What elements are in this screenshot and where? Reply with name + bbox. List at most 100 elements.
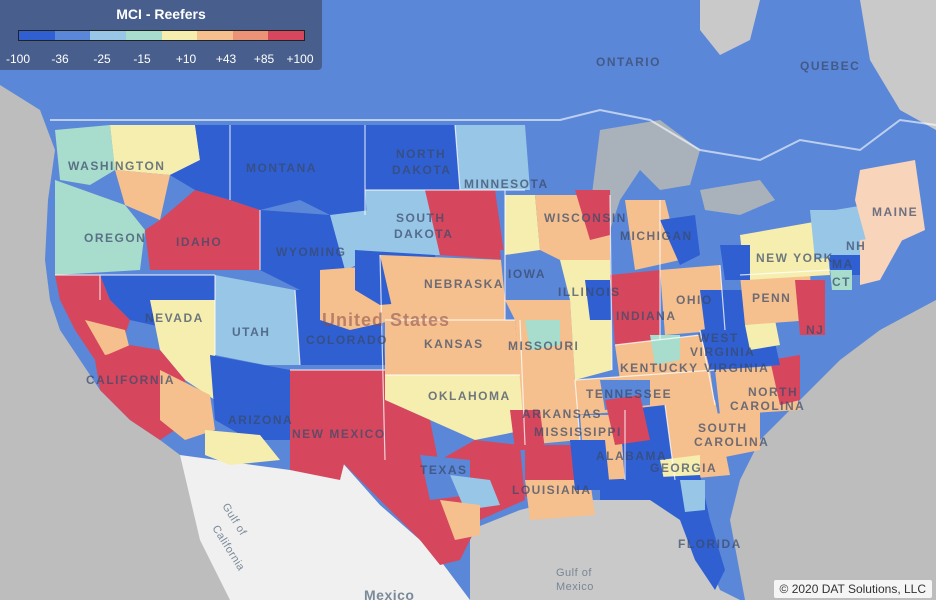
label-nh: NH [846,239,866,253]
region-kansas [385,320,520,375]
region-ct [830,270,852,290]
mexico-land [180,455,470,600]
region-new-york [740,220,830,280]
region-sd-east [425,190,505,260]
label-pennsylvania: PENN [752,291,791,305]
label-virginia: VIRGINIA [704,361,769,375]
region-texas-se [450,475,500,510]
region-south-carolina [700,410,760,460]
label-arkansas: ARKANSAS [522,407,602,421]
region-maine [855,160,925,255]
region-north-dakota [365,125,460,190]
label-louisiana: LOUISIANA [512,483,592,497]
hudson-bay-water [700,0,760,55]
label-ma: MA [832,257,854,271]
region-sd [365,190,440,255]
region-ar-south [510,410,545,450]
region-utah [215,275,300,365]
region-texas [340,440,525,565]
label-gulf-of-mexico-1: Gulf of [556,567,592,579]
label-illinois: ILLINOIS [558,285,621,299]
label-north-dakota-1: NORTH [396,147,446,161]
region-az-south [205,430,280,465]
label-utah: UTAH [232,325,270,339]
region-texas-panhandle [385,400,440,470]
region-ny-west [720,245,750,280]
region-california-central [85,320,130,355]
region-michigan-east [660,215,700,265]
legend-swatch-2 [90,31,126,40]
great-lakes-water [590,120,775,230]
label-alabama: ALABAMA [596,449,667,463]
label-south-dakota-2: DAKOTA [394,227,453,241]
region-ms-east [570,440,610,490]
region-minnesota [455,125,530,190]
region-iowa-west [505,195,540,255]
label-ohio: OHIO [676,293,713,307]
legend-tick-0: -100 [5,52,31,66]
label-south-carolina-1: SOUTH [698,421,748,435]
region-mo-center [525,320,560,350]
label-texas: TEXAS [420,463,468,477]
region-new-mexico [290,370,385,480]
legend-color-scale [18,30,305,41]
label-west-virginia-2: VIRGINIA [690,345,755,359]
legend-title: MCI - Reefers [116,6,206,22]
legend-tick-6: +85 [253,52,275,66]
legend-tick-labels: -100 -36 -25 -15 +10 +43 +85 +100 [4,52,318,68]
label-wyoming: WYOMING [276,245,347,259]
label-mexico: Mexico [364,587,414,600]
region-ohio-east [700,290,745,330]
label-ontario: ONTARIO [596,55,661,69]
label-kentucky: KENTUCKY [620,361,699,375]
region-montana [230,125,365,215]
label-north-dakota-2: DAKOTA [392,163,451,177]
label-missouri: MISSOURI [508,339,579,353]
legend-swatch-6 [232,31,269,40]
label-indiana: INDIANA [616,309,677,323]
region-pa-east [795,280,825,335]
region-il-east [585,280,612,320]
region-ne-mid [860,235,905,285]
state-borders [55,124,831,481]
legend-tick-1: -36 [51,52,69,66]
region-wisconsin-north [575,190,610,240]
label-north-carolina-1: NORTH [748,385,798,399]
label-iowa: IOWA [508,267,546,281]
region-indiana [610,270,660,345]
label-kansas: KANSAS [424,337,484,351]
label-new-york: NEW YORK [756,251,834,265]
label-quebec: QUEBEC [800,59,860,73]
region-alabama-north [605,395,650,445]
label-oregon: OREGON [84,231,146,245]
label-nj: NJ [806,323,824,337]
label-south-carolina-2: CAROLINA [694,435,769,449]
label-west-virginia-1: WEST [698,331,739,345]
region-se-california [160,370,215,440]
region-va-central [745,320,780,350]
legend-swatch-1 [54,31,91,40]
legend-tick-2: -25 [93,52,111,66]
region-wa-south [115,170,170,220]
region-iowa [500,250,565,300]
label-mississippi: MISSISSIPPI [534,425,622,439]
region-kentucky-center [650,335,680,365]
region-nebraska [380,255,505,320]
label-nevada: NEVADA [145,311,204,325]
region-pennsylvania [740,270,812,325]
label-georgia: GEORGIA [650,461,717,475]
region-idaho [145,190,260,270]
region-nc-coast [770,355,800,405]
label-tennessee: TENNESSEE [586,387,672,401]
us-canada-border [50,108,936,162]
label-south-dakota-1: SOUTH [396,211,446,225]
legend-panel: MCI - Reefers -100 -36 -25 -15 +10 +43 +… [0,0,322,70]
label-ct: CT [832,275,851,289]
label-arizona: ARIZONA [228,413,293,427]
gulf-st-lawrence [860,0,936,130]
region-wa-east [110,125,200,175]
label-new-mexico: NEW MEXICO [292,427,386,441]
legend-swatch-5 [197,31,233,40]
